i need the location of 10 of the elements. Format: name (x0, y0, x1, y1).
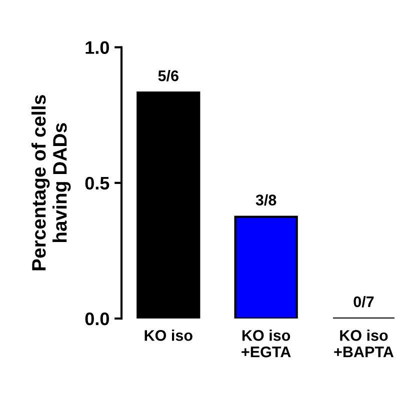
data-label: 3/8 (256, 194, 276, 206)
y-tick-label: 0.5 (85, 176, 110, 190)
x-tick-label: KO iso +EGTA (242, 330, 291, 358)
y-axis-title: Percentage of cells having DADs (31, 95, 71, 270)
x-tick-label: KO iso +BAPTA (334, 330, 394, 358)
y-tick-label: 0.0 (85, 312, 109, 326)
y-tick-label: 1.0 (86, 41, 109, 54)
data-label: 0/7 (354, 296, 374, 308)
data-label: 5/6 (158, 70, 178, 82)
x-tick-label: KO iso (144, 330, 192, 341)
